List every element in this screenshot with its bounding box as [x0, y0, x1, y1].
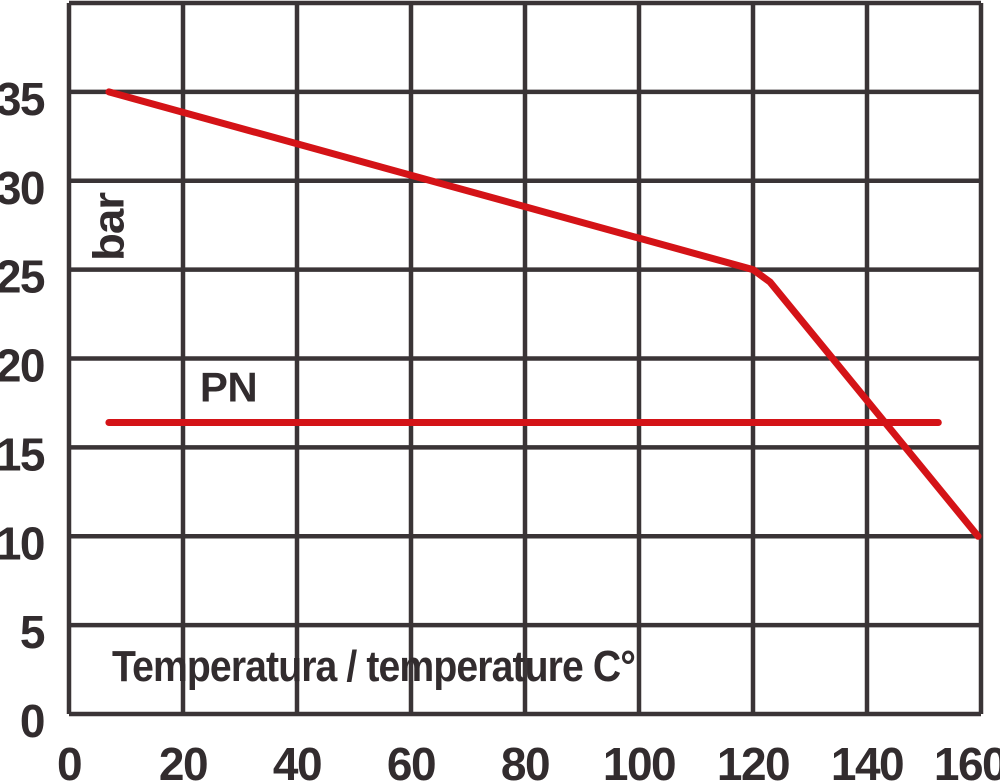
x-tick-label-100: 100 — [603, 738, 675, 781]
series-line-max-pressure-vs-temperature — [105, 88, 982, 540]
grid-layer — [66, 0, 984, 717]
y-tick-label-30: 30 — [0, 162, 44, 214]
x-tick-labels: 0 20 40 60 80 100 120 140 160 — [57, 738, 1000, 781]
y-tick-labels: 0 5 10 15 20 25 30 35 — [0, 73, 46, 747]
y-tick-label-25: 25 — [0, 251, 45, 303]
x-tick-label-0: 0 — [57, 738, 81, 781]
x-tick-label-160: 160 — [934, 738, 1000, 781]
x-tick-label-20: 20 — [159, 738, 207, 781]
x-tick-label-60: 60 — [387, 738, 435, 781]
y-axis-unit-label: bar — [85, 192, 134, 261]
y-tick-label-0: 0 — [20, 695, 44, 747]
pn-label: PN — [200, 363, 257, 410]
y-tick-label-35: 35 — [0, 73, 45, 125]
y-tick-label-20: 20 — [0, 340, 44, 392]
y-tick-label-10: 10 — [0, 517, 44, 569]
y-tick-label-15: 15 — [0, 428, 45, 480]
x-tick-label-140: 140 — [831, 738, 903, 781]
x-tick-label-80: 80 — [501, 738, 549, 781]
annotation-layer: PN — [200, 363, 258, 410]
series-layer — [105, 88, 982, 540]
x-tick-label-40: 40 — [273, 738, 321, 781]
x-axis-title: Temperatura / temperature C° — [112, 642, 635, 691]
x-tick-label-120: 120 — [717, 738, 789, 781]
y-tick-label-5: 5 — [20, 606, 45, 658]
